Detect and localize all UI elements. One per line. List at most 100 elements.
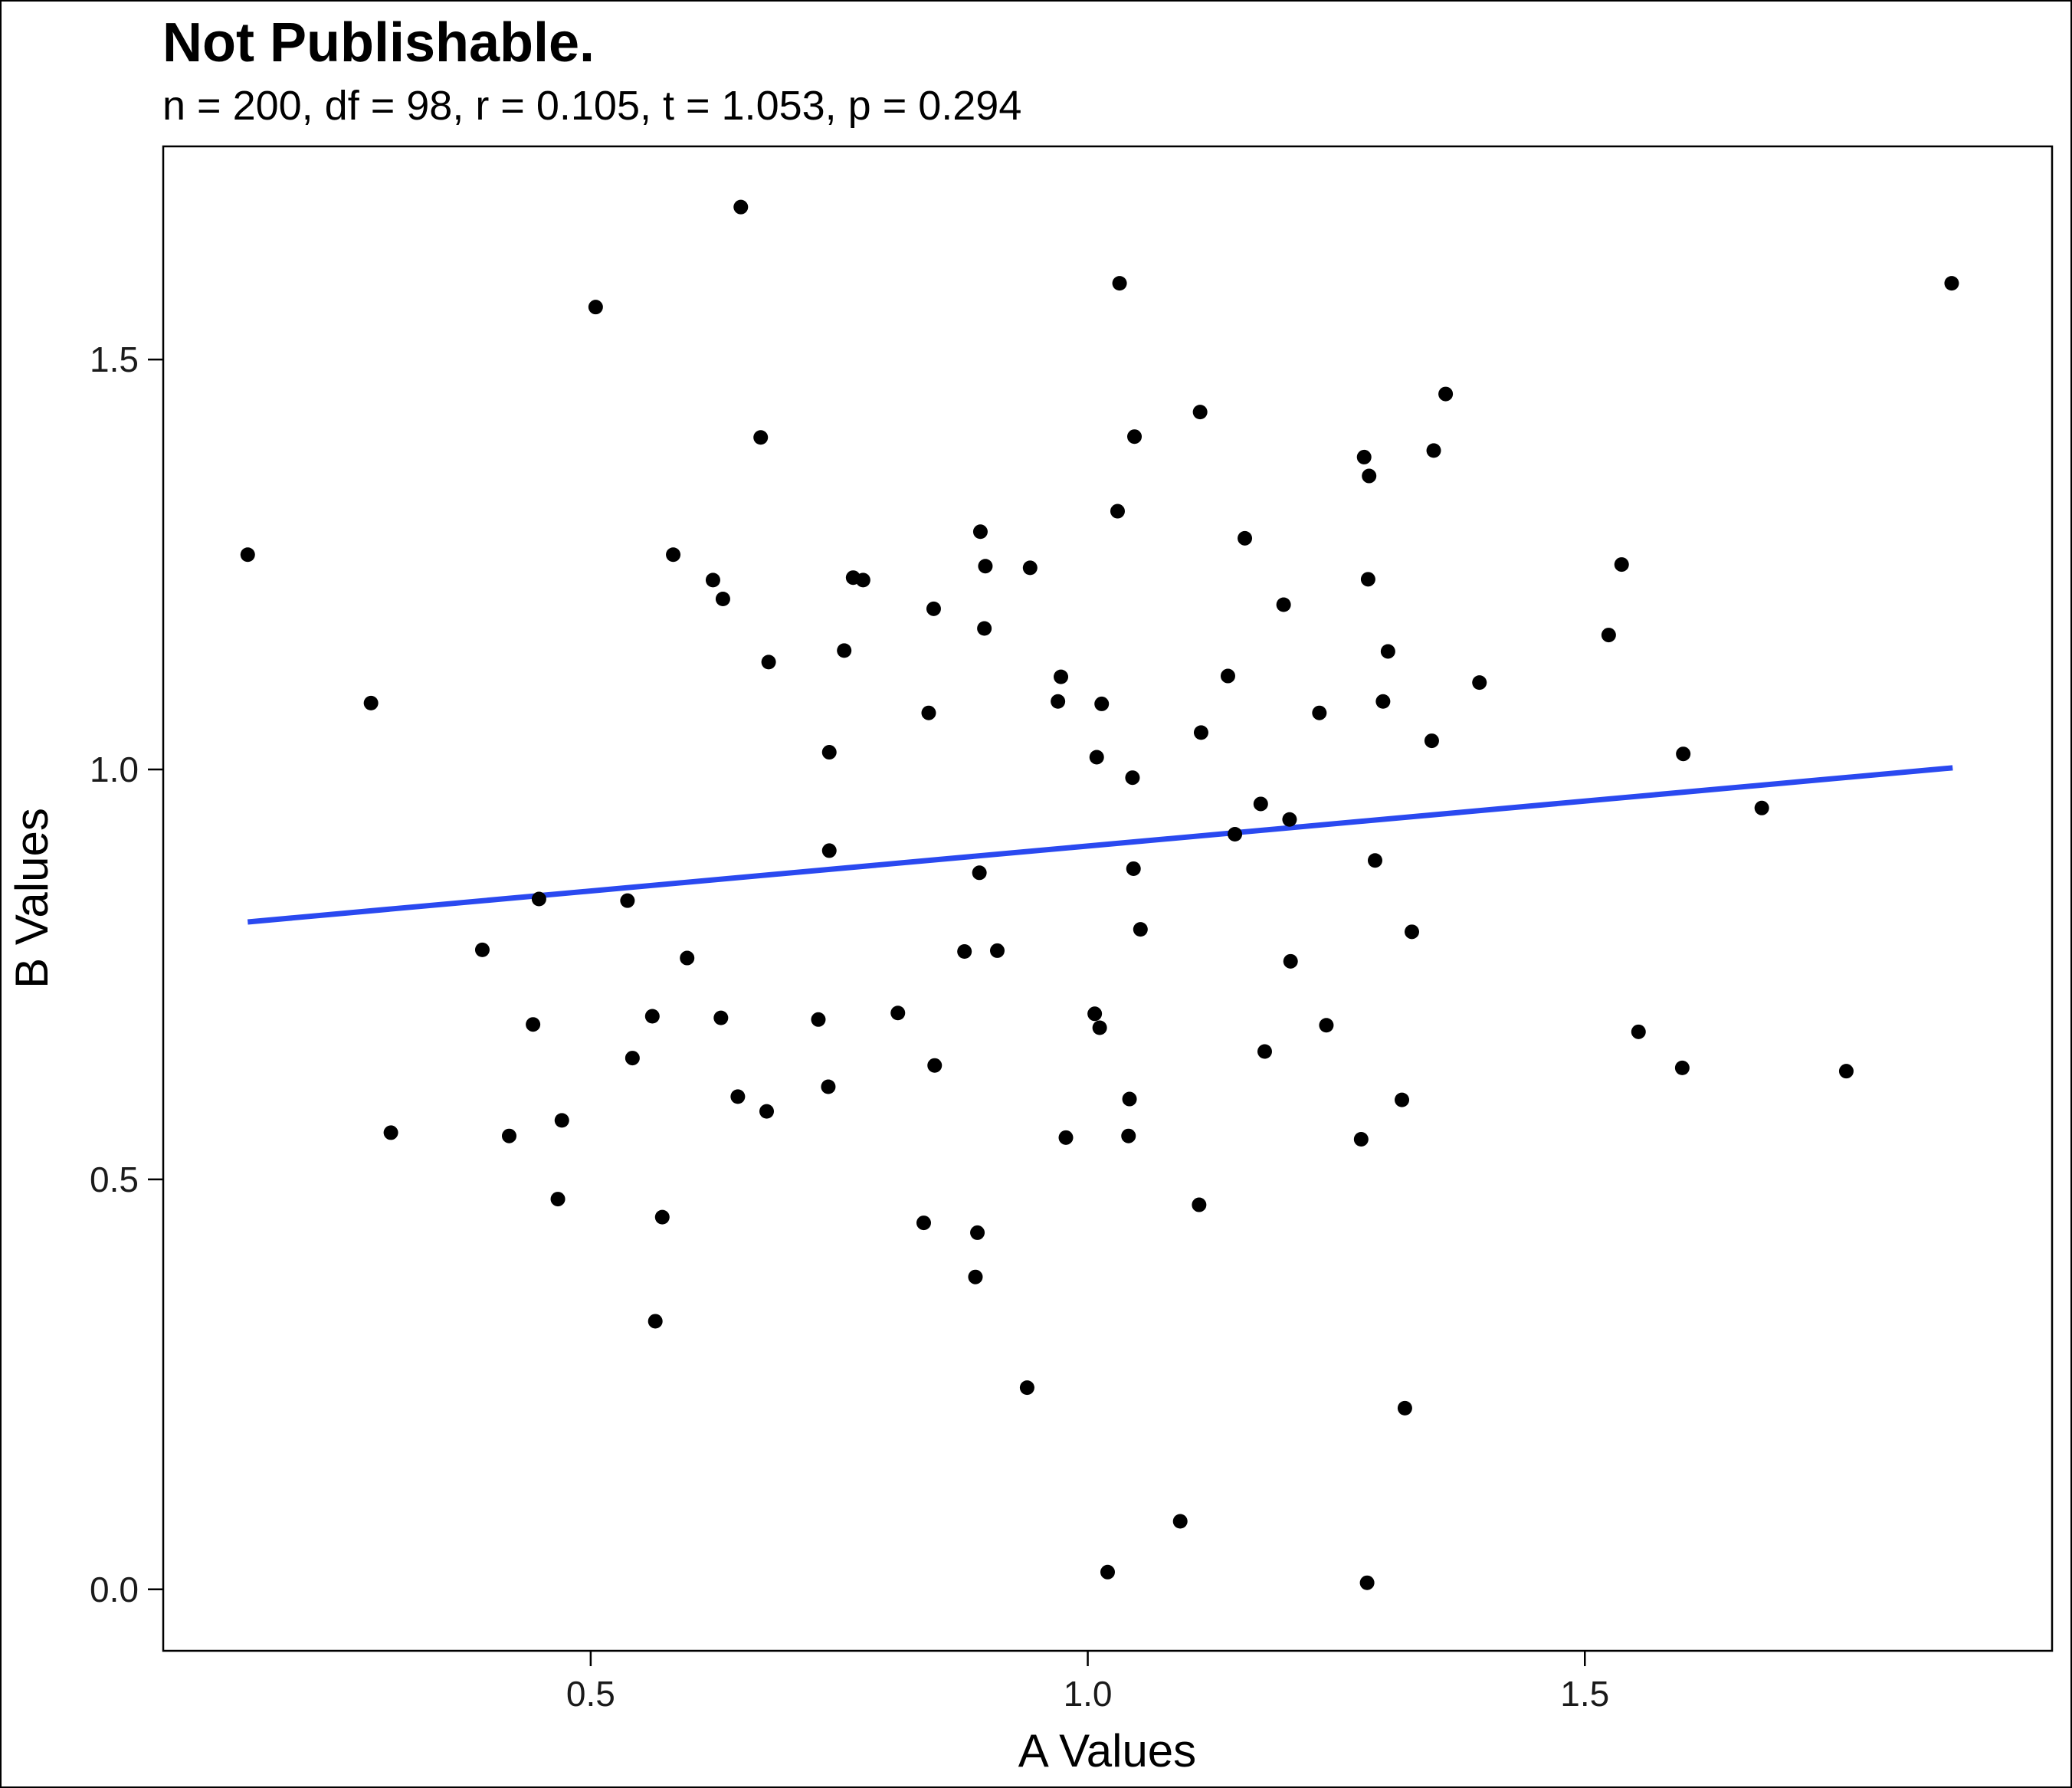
y-tick-label: 1.5 (90, 340, 139, 379)
data-point (1058, 1130, 1074, 1145)
data-point (1754, 800, 1769, 815)
data-point (1359, 1575, 1375, 1590)
x-axis-title: A Values (1018, 1725, 1196, 1777)
data-point (1122, 1091, 1137, 1107)
data-point (1112, 276, 1127, 291)
data-point (1127, 429, 1143, 445)
data-point (1312, 705, 1327, 720)
data-point (1438, 386, 1454, 402)
y-axis: 0.0 0.5 1.0 1.5 (90, 340, 163, 1609)
data-point (821, 745, 837, 760)
data-point (648, 1314, 663, 1329)
x-tick-label: 1.0 (1064, 1674, 1113, 1714)
data-point (363, 695, 379, 710)
data-point (715, 592, 730, 607)
data-point (550, 1192, 566, 1207)
data-point (761, 655, 776, 670)
chart-title: Not Publishable. (162, 12, 595, 74)
data-point (730, 1089, 746, 1104)
data-point (1110, 504, 1125, 519)
data-point (654, 1209, 670, 1225)
data-point (1424, 733, 1439, 749)
data-point (916, 1216, 931, 1231)
data-point (713, 1010, 729, 1025)
data-point (1380, 644, 1395, 659)
x-tick-label: 1.5 (1560, 1674, 1609, 1714)
data-point (1192, 1197, 1207, 1212)
data-point (1367, 853, 1382, 868)
data-point (855, 572, 870, 588)
data-point (978, 559, 993, 574)
data-point (1674, 1060, 1690, 1075)
data-point (811, 1012, 826, 1027)
data-point (1121, 1128, 1136, 1143)
y-tick-label: 0.5 (90, 1160, 139, 1199)
data-point (1087, 1006, 1103, 1022)
data-point (383, 1125, 398, 1140)
data-point (1353, 1131, 1369, 1147)
plot-panel-border (162, 145, 2054, 1652)
data-point (705, 572, 720, 588)
data-point (1282, 812, 1297, 827)
fit-line (247, 765, 1953, 925)
data-point (620, 893, 635, 908)
data-point (1228, 827, 1243, 842)
data-point (1283, 953, 1298, 969)
data-point (666, 547, 681, 563)
data-point (1676, 746, 1691, 762)
data-point (890, 1006, 906, 1021)
data-point (240, 547, 255, 563)
data-point (1362, 468, 1377, 484)
data-point (625, 1051, 640, 1066)
y-tick-label: 0.0 (90, 1570, 139, 1609)
chart-subtitle: n = 200, df = 98, r = 0.105, t = 1.053, … (162, 83, 1021, 129)
data-point (531, 891, 546, 907)
data-point (1100, 1564, 1115, 1580)
data-point (1944, 276, 1959, 291)
fit-line-layer (247, 765, 1953, 925)
y-tick-label: 1.0 (90, 750, 139, 789)
data-point (733, 199, 749, 215)
data-point (1089, 750, 1104, 765)
data-point (970, 1225, 985, 1240)
data-point (1253, 796, 1268, 812)
data-point (972, 524, 988, 540)
data-point (1838, 1064, 1854, 1079)
data-point (753, 430, 769, 445)
y-axis-title: B Values (6, 808, 57, 989)
data-point (957, 943, 972, 959)
data-point (644, 1009, 660, 1024)
data-point (1022, 560, 1038, 576)
data-point (759, 1104, 775, 1119)
data-point (1614, 557, 1629, 572)
data-point (1404, 924, 1419, 940)
data-point (1375, 694, 1391, 709)
data-point (1192, 405, 1208, 420)
data-point (1126, 861, 1141, 876)
data-point (821, 843, 837, 858)
data-point (1276, 597, 1291, 612)
data-point (1125, 770, 1140, 786)
data-point (526, 1017, 541, 1032)
data-point (1601, 628, 1616, 643)
data-point (926, 601, 941, 616)
data-point (1319, 1018, 1334, 1033)
data-point (1631, 1024, 1646, 1039)
data-point (1092, 1020, 1107, 1035)
data-point (968, 1269, 983, 1284)
data-point (821, 1079, 836, 1094)
data-point (1257, 1044, 1272, 1059)
data-point (1397, 1400, 1412, 1416)
data-point (977, 621, 992, 636)
data-point (1019, 1380, 1034, 1396)
data-point (1472, 675, 1487, 691)
data-point (972, 865, 987, 881)
data-point (1238, 530, 1253, 546)
x-axis: 0.5 1.0 1.5 (566, 1651, 1609, 1714)
data-point (1220, 668, 1235, 684)
data-point (1094, 696, 1110, 711)
data-point (927, 1058, 943, 1073)
data-point (1193, 725, 1208, 740)
